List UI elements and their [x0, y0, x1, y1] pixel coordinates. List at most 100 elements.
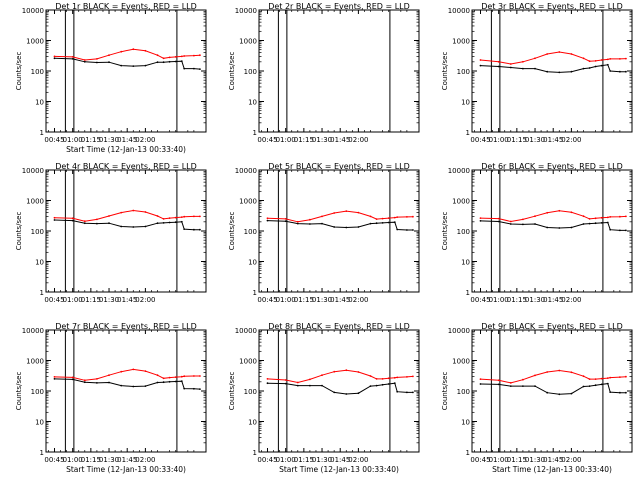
events-point — [570, 70, 573, 73]
events-point — [180, 380, 183, 383]
events-point — [284, 220, 287, 223]
y-tick-label: 100 — [31, 68, 44, 76]
lld-point — [296, 220, 299, 223]
x-tick-label: 00:45 — [44, 456, 64, 464]
x-tick-label: 01:45 — [543, 136, 563, 144]
x-tick-label: 01:45 — [330, 456, 350, 464]
lld-point — [522, 218, 524, 221]
y-tick-label: 1 — [466, 289, 470, 297]
events-point — [406, 391, 408, 394]
x-tick-label: 01:15 — [507, 136, 527, 144]
events-point — [479, 383, 482, 385]
lld-point — [387, 377, 390, 380]
events-point — [333, 226, 336, 228]
lld-point — [284, 379, 287, 381]
x-axis-label: Start Time (12-Jan-13 00:33:40) — [279, 465, 399, 474]
y-axis-label: Counts/sec — [15, 52, 23, 91]
x-tick-label: 01:45 — [117, 456, 137, 464]
events-point — [108, 222, 110, 225]
lld-point — [83, 59, 86, 61]
lld-point — [309, 378, 311, 381]
x-tick-label: 01:15 — [81, 136, 101, 144]
x-tick-label: 01:30 — [312, 296, 332, 304]
lld-point — [570, 53, 573, 55]
y-tick-label: 1 — [466, 129, 470, 137]
x-tick-label: 02:00 — [348, 136, 368, 144]
events-point — [199, 68, 201, 70]
lld-point — [333, 370, 336, 373]
y-axis-label: Counts/sec — [441, 212, 449, 251]
events-point — [509, 66, 512, 69]
events-point — [570, 226, 573, 229]
lld-point — [108, 374, 110, 377]
events-point — [396, 390, 399, 393]
lld-series-line — [267, 210, 413, 223]
y-axis-label: Counts/sec — [228, 212, 236, 251]
lld-point — [609, 216, 612, 218]
lld-point — [582, 215, 585, 218]
lld-point — [193, 375, 195, 377]
events-point — [522, 67, 524, 70]
lld-point — [266, 217, 269, 220]
lld-point — [625, 375, 627, 378]
lld-point — [321, 374, 323, 377]
x-tick-label: 01:45 — [330, 136, 350, 144]
events-point — [558, 227, 561, 229]
x-tick-label: 01:45 — [543, 296, 563, 304]
plot-frame — [471, 169, 633, 293]
events-point — [625, 229, 627, 232]
x-tick-label: 02:00 — [348, 296, 368, 304]
lld-point — [96, 58, 98, 60]
y-tick-label: 100 — [31, 388, 44, 396]
events-series-line — [54, 57, 200, 70]
x-axis-label: Start Time (12-Jan-13 00:33:40) — [66, 145, 186, 154]
x-tick-label: 01:00 — [489, 296, 509, 304]
lld-point — [296, 381, 299, 384]
x-tick-label: 01:45 — [117, 136, 137, 144]
lld-point — [53, 216, 56, 219]
events-point — [381, 383, 384, 386]
events-point — [479, 220, 482, 222]
lld-point — [546, 53, 549, 55]
lld-point — [600, 59, 603, 61]
lld-point — [558, 209, 561, 212]
lld-point — [509, 382, 512, 384]
lld-point — [168, 217, 171, 220]
detector-panel-8: Det 8r BLACK = Events, RED = LLD 1 10 100 10… — [228, 322, 420, 474]
y-tick-label: 10 — [461, 99, 470, 107]
lld-point — [120, 211, 123, 214]
detector-panel-3: Det 3r BLACK = Events, RED = LLD 1 10 100 10… — [441, 2, 633, 144]
y-tick-label: 1000 — [26, 198, 44, 206]
plot-frame — [45, 329, 207, 453]
events-point — [71, 378, 74, 381]
x-tick-label: 02:00 — [561, 296, 581, 304]
events-point — [594, 384, 597, 387]
lld-series-line — [480, 369, 626, 384]
lld-point — [96, 378, 98, 380]
events-point — [412, 229, 414, 231]
y-tick-label: 10000 — [235, 167, 257, 175]
x-tick-label: 01:00 — [276, 296, 296, 304]
events-point — [582, 67, 585, 70]
lld-point — [625, 215, 627, 218]
events-point — [406, 229, 408, 231]
events-point — [96, 222, 98, 225]
x-tick-label: 01:30 — [525, 136, 545, 144]
panel-title: Det 4r BLACK = Events, RED = LLD — [55, 162, 197, 171]
events-point — [183, 67, 186, 70]
lld-point — [606, 216, 609, 219]
x-tick-label: 01:45 — [330, 296, 350, 304]
lld-point — [381, 378, 384, 380]
events-point — [144, 225, 147, 228]
x-tick-label: 01:00 — [63, 296, 83, 304]
x-tick-label: 01:30 — [525, 456, 545, 464]
lld-point — [558, 369, 561, 372]
events-point — [193, 387, 195, 390]
events-point — [387, 221, 390, 224]
y-tick-label: 10000 — [448, 7, 470, 15]
x-tick-label: 02:00 — [135, 296, 155, 304]
x-tick-label: 02:00 — [348, 456, 368, 464]
x-tick-label: 00:45 — [44, 136, 64, 144]
lld-point — [162, 57, 165, 60]
lld-point — [144, 211, 147, 213]
